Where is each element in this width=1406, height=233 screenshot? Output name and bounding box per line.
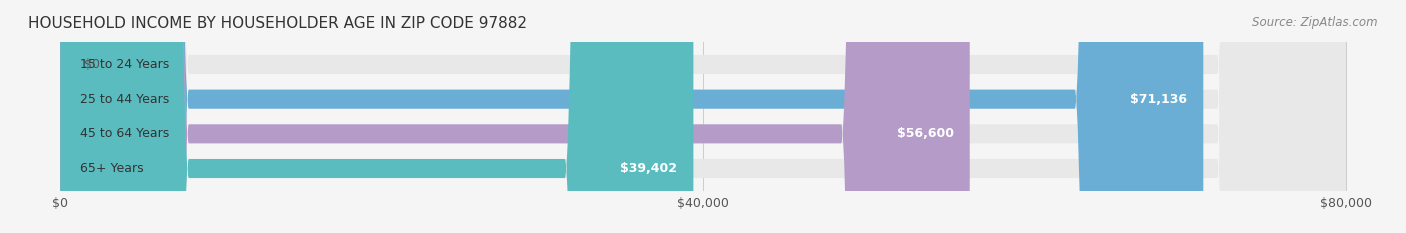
FancyBboxPatch shape xyxy=(60,0,1346,233)
Text: 45 to 64 Years: 45 to 64 Years xyxy=(80,127,169,140)
Text: 15 to 24 Years: 15 to 24 Years xyxy=(80,58,169,71)
FancyBboxPatch shape xyxy=(60,0,1346,233)
FancyBboxPatch shape xyxy=(60,0,1346,233)
FancyBboxPatch shape xyxy=(60,0,1204,233)
Text: $56,600: $56,600 xyxy=(897,127,953,140)
Text: Source: ZipAtlas.com: Source: ZipAtlas.com xyxy=(1253,16,1378,29)
Text: 25 to 44 Years: 25 to 44 Years xyxy=(80,93,169,106)
FancyBboxPatch shape xyxy=(60,0,970,233)
Text: 65+ Years: 65+ Years xyxy=(80,162,143,175)
Text: HOUSEHOLD INCOME BY HOUSEHOLDER AGE IN ZIP CODE 97882: HOUSEHOLD INCOME BY HOUSEHOLDER AGE IN Z… xyxy=(28,16,527,31)
FancyBboxPatch shape xyxy=(60,0,693,233)
FancyBboxPatch shape xyxy=(60,0,1346,233)
Text: $71,136: $71,136 xyxy=(1130,93,1187,106)
Text: $0: $0 xyxy=(84,58,100,71)
Text: $39,402: $39,402 xyxy=(620,162,678,175)
